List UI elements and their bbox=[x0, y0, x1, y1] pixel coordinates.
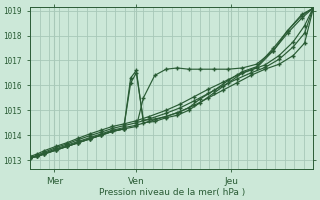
X-axis label: Pression niveau de la mer( hPa ): Pression niveau de la mer( hPa ) bbox=[99, 188, 245, 197]
